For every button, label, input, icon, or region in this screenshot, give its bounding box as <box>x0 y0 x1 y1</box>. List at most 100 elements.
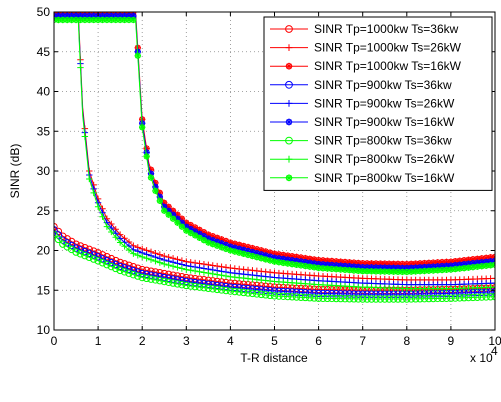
data-point-marker <box>222 241 230 249</box>
legend-label: SINR Tp=1000kw Ts=16kW <box>314 59 462 73</box>
data-point-marker <box>288 260 296 268</box>
data-point-marker <box>183 223 190 230</box>
data-point-marker <box>81 247 89 256</box>
data-point-marker <box>213 242 221 249</box>
data-point-marker <box>72 16 80 24</box>
data-point-marker <box>86 175 93 183</box>
data-point-marker <box>280 259 287 267</box>
data-point-marker <box>244 289 252 297</box>
data-point-marker <box>416 260 424 267</box>
y-tick-label: 30 <box>37 164 51 178</box>
data-point-marker <box>143 255 150 262</box>
data-point-marker <box>452 257 459 265</box>
legend-label: SINR Tp=800kw Ts=26kW <box>314 152 455 166</box>
data-point-marker <box>460 294 468 302</box>
data-point-marker <box>275 259 282 266</box>
data-point-marker <box>187 267 194 274</box>
data-point-marker <box>130 250 137 257</box>
data-point-marker <box>90 12 97 20</box>
data-point-marker <box>319 257 327 264</box>
data-point-marker <box>165 207 172 214</box>
data-point-marker <box>161 260 168 268</box>
data-point-marker <box>227 243 234 250</box>
data-point-marker <box>285 174 293 182</box>
data-point-marker <box>64 12 71 20</box>
data-point-marker <box>403 295 411 303</box>
data-point-marker <box>54 222 58 231</box>
data-point-marker <box>152 183 159 191</box>
data-point-marker <box>284 260 291 267</box>
data-point-marker <box>324 257 331 264</box>
data-point-marker <box>491 279 495 287</box>
data-point-marker <box>289 261 296 268</box>
data-point-marker <box>275 251 283 258</box>
data-point-marker <box>328 289 336 298</box>
data-point-marker <box>239 284 248 292</box>
data-point-marker <box>81 12 89 20</box>
data-point-marker <box>169 263 177 270</box>
data-point-marker <box>116 258 124 267</box>
y-tick-label: 45 <box>37 45 51 59</box>
data-point-marker <box>302 258 309 266</box>
y-tick-label: 15 <box>37 283 51 297</box>
data-point-marker <box>398 295 407 303</box>
data-point-marker <box>275 292 283 300</box>
data-point-marker <box>200 232 208 240</box>
data-point-marker <box>261 291 270 299</box>
data-point-marker <box>103 16 111 24</box>
data-point-marker <box>68 12 75 20</box>
data-point-marker <box>165 261 172 269</box>
data-point-marker <box>59 16 67 24</box>
data-point-marker <box>152 179 159 187</box>
data-point-marker <box>236 245 243 252</box>
data-point-marker <box>266 253 274 260</box>
legend: SINR Tp=1000kw Ts=36kw SINR Tp=1000kw Ts=… <box>263 16 493 191</box>
x-axis-label: T-R distance <box>240 351 308 365</box>
series-7 <box>54 230 495 303</box>
data-point-marker <box>478 255 485 262</box>
data-point-marker <box>112 264 120 273</box>
data-point-marker <box>447 262 455 269</box>
data-point-marker <box>226 287 235 295</box>
data-point-marker <box>491 253 495 260</box>
y-tick-label: 25 <box>37 204 51 218</box>
data-point-marker <box>491 261 495 268</box>
data-point-marker <box>394 260 402 268</box>
data-point-marker <box>77 64 84 71</box>
data-point-marker <box>306 294 314 302</box>
data-point-marker <box>213 285 221 294</box>
data-point-marker <box>143 145 150 152</box>
series-6 <box>54 12 495 272</box>
data-point-marker <box>156 197 163 204</box>
data-point-marker <box>231 240 239 247</box>
data-point-marker <box>412 268 419 275</box>
data-point-marker <box>285 174 293 182</box>
data-point-marker <box>89 255 98 263</box>
data-point-marker <box>390 260 397 267</box>
data-point-marker <box>350 259 358 266</box>
data-point-marker <box>218 236 225 243</box>
data-point-marker <box>284 256 291 263</box>
data-point-marker <box>218 240 225 247</box>
data-point-marker <box>94 257 102 265</box>
data-point-marker <box>270 287 279 295</box>
data-point-marker <box>447 294 455 302</box>
data-point-marker <box>412 264 419 271</box>
data-point-marker <box>85 249 93 258</box>
data-point-marker <box>416 268 424 275</box>
data-point-marker <box>408 268 415 275</box>
data-point-marker <box>236 241 243 248</box>
data-point-marker <box>86 12 93 20</box>
data-point-marker <box>381 268 388 275</box>
data-point-marker <box>187 229 194 237</box>
data-point-marker <box>337 258 344 265</box>
axis-ticks <box>53 11 496 331</box>
data-point-marker <box>381 264 388 271</box>
x-tick-label: 10 <box>488 334 501 348</box>
data-point-marker <box>112 16 119 24</box>
data-point-marker <box>143 153 150 160</box>
data-point-marker <box>103 253 111 261</box>
data-point-marker <box>328 294 336 303</box>
data-point-marker <box>372 268 380 275</box>
data-point-marker <box>196 230 203 238</box>
